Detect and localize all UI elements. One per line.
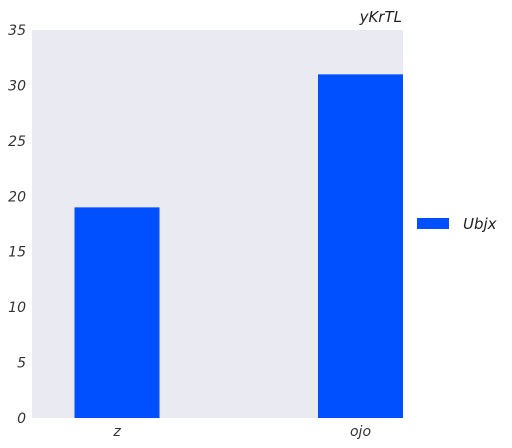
y-axis-ticks: 0 5 10 15 20 25 30 35 [8, 23, 26, 427]
y-tick-label: 0 [17, 411, 26, 427]
y-tick-label: 35 [8, 23, 26, 39]
x-tick-label: z [112, 424, 121, 440]
legend-label: Ubjx [463, 215, 497, 233]
bar-ojo [318, 74, 403, 418]
bars-group [74, 74, 403, 418]
y-tick-label: 10 [8, 300, 26, 316]
y-tick-label: 5 [17, 356, 26, 372]
y-tick-label: 20 [8, 189, 26, 205]
y-tick-label: 25 [8, 134, 26, 150]
x-axis-ticks: z ojo [112, 424, 371, 440]
legend: Ubjx [417, 215, 497, 233]
y-tick-label: 15 [8, 245, 26, 261]
chart-title: yKrTL [359, 8, 402, 26]
bar-z [74, 207, 160, 418]
x-tick-label: ojo [350, 424, 371, 440]
legend-swatch [417, 218, 449, 229]
y-tick-label: 30 [8, 78, 26, 94]
